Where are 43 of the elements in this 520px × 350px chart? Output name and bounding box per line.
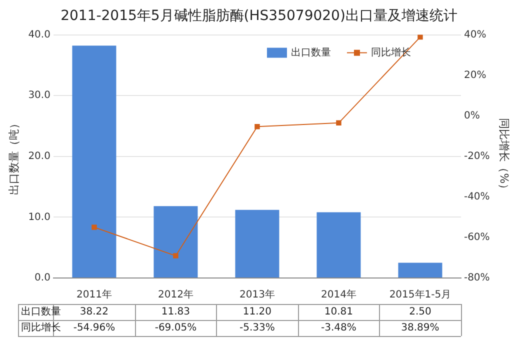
y2-tick-label: -80% — [464, 272, 490, 284]
bar — [398, 262, 442, 278]
y2-tick-label: -20% — [464, 150, 490, 162]
y2-tick-label: 40% — [464, 29, 486, 40]
y-tick-label: 40.0 — [28, 29, 50, 40]
y2-tick-label: 20% — [464, 70, 486, 81]
data-label: 2.50 — [409, 306, 432, 318]
text: 出口数量 — [21, 306, 61, 318]
data-label: -54.96% — [73, 322, 116, 334]
bar — [316, 212, 361, 278]
y2-axis-title: 同比增长（%） — [498, 118, 511, 195]
bar — [72, 46, 116, 278]
point — [173, 253, 178, 258]
data-label: 11.83 — [161, 306, 190, 318]
data-label: -3.48% — [321, 322, 356, 334]
x-tick-label: 2014年 — [320, 288, 356, 301]
y-tick-label: 10.0 — [28, 212, 50, 223]
point — [92, 224, 97, 230]
data-label: 38.22 — [80, 306, 109, 318]
data-label: 11.20 — [242, 306, 272, 318]
x-tick-label: 2013年 — [239, 288, 275, 301]
x-tick-label: 2015年1-5月 — [389, 288, 452, 301]
legend-label: 出口数量 — [290, 46, 331, 58]
point — [418, 34, 423, 40]
data-label: 10.81 — [324, 306, 354, 318]
y2-tick-label: -60% — [464, 232, 490, 244]
bar — [154, 206, 198, 278]
y-tick-label: 0.0 — [34, 272, 50, 284]
y-tick-label: 30.0 — [28, 90, 50, 102]
x-tick-label: 2012年 — [158, 288, 194, 301]
text: 同比增长 — [21, 322, 61, 334]
bar — [235, 210, 280, 278]
point — [254, 124, 260, 130]
point — [336, 120, 342, 126]
data-label: -69.05% — [154, 322, 197, 334]
x-tick-label: 2011年 — [76, 288, 112, 301]
y2-tick-label: -40% — [464, 192, 490, 203]
data-label: 38.89% — [401, 322, 440, 334]
y-tick-label: 20.0 — [28, 150, 50, 162]
chart-title: 2011-2015年5月碱性脂肪酶(HS35079020)出口量及增速统计 — [60, 8, 458, 24]
y-axis-title: 出口数量（吨） — [7, 118, 20, 195]
y2-tick-label: 0% — [464, 110, 480, 122]
data-label: -5.33% — [240, 322, 275, 334]
